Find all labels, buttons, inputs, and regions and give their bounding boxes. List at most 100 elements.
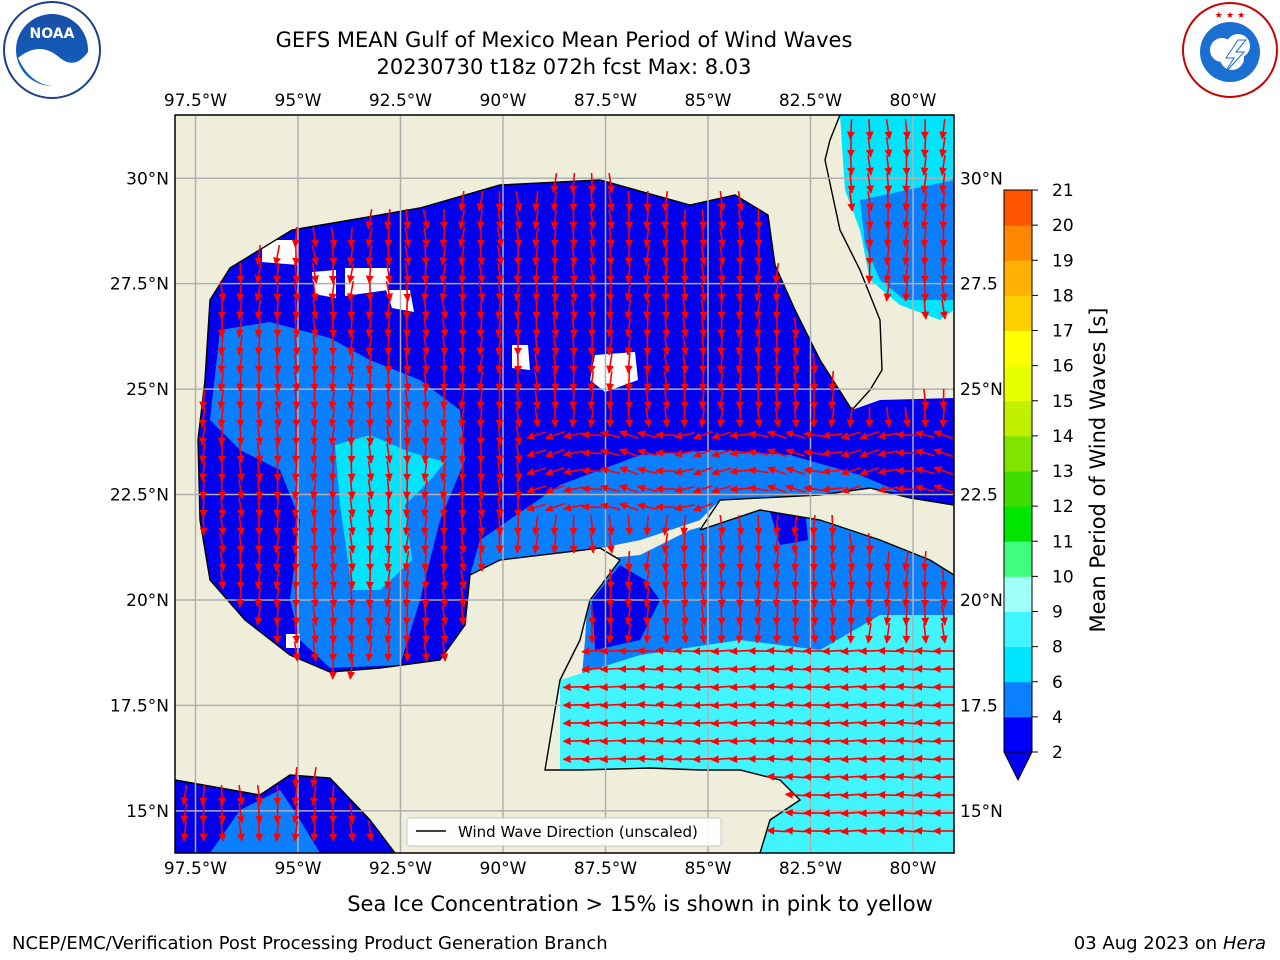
wind-wave-arrow bbox=[699, 244, 708, 266]
wind-wave-arrow bbox=[588, 190, 597, 212]
wind-wave-arrow bbox=[255, 442, 264, 464]
wind-wave-arrow bbox=[939, 208, 948, 230]
wind-wave-arrow bbox=[458, 352, 467, 374]
wind-wave-arrow bbox=[840, 449, 861, 458]
wind-wave-arrow bbox=[440, 352, 449, 374]
wind-wave-arrow bbox=[624, 334, 633, 356]
wind-wave-arrow bbox=[895, 484, 917, 493]
wind-wave-arrow bbox=[476, 334, 485, 356]
wind-wave-arrow bbox=[550, 514, 559, 536]
wind-wave-arrow bbox=[588, 172, 597, 194]
wind-wave-arrow bbox=[865, 532, 874, 554]
wind-wave-arrow bbox=[199, 406, 208, 428]
wind-wave-arrow bbox=[785, 430, 806, 439]
wind-wave-arrow bbox=[747, 448, 769, 457]
wind-wave-arrow bbox=[784, 790, 806, 799]
wind-wave-arrow bbox=[255, 784, 264, 806]
wind-wave-arrow bbox=[600, 448, 621, 457]
wind-wave-arrow bbox=[217, 352, 226, 374]
wind-wave-arrow bbox=[784, 700, 806, 709]
wind-wave-arrow bbox=[735, 622, 744, 644]
wind-wave-arrow bbox=[729, 665, 751, 674]
wind-wave-arrow bbox=[636, 646, 658, 655]
wind-wave-arrow bbox=[569, 334, 578, 356]
wind-wave-arrow bbox=[291, 550, 300, 572]
wind-wave-arrow bbox=[440, 298, 449, 320]
wind-wave-arrow bbox=[402, 550, 411, 572]
wind-wave-arrow bbox=[403, 316, 412, 338]
wind-wave-arrow bbox=[772, 532, 781, 554]
caribbean-low-period-area-east bbox=[770, 510, 808, 545]
wind-wave-arrow bbox=[840, 809, 862, 818]
wind-wave-arrow bbox=[754, 604, 763, 626]
wind-wave-arrow bbox=[551, 280, 560, 302]
wind-wave-arrow bbox=[496, 245, 504, 266]
wind-wave-arrow bbox=[699, 532, 708, 554]
x-tick-label-bottom: 95°W bbox=[275, 859, 322, 879]
wind-wave-arrow bbox=[624, 550, 633, 572]
y-tick-label-right: 15°N bbox=[960, 802, 1003, 822]
wind-wave-arrow bbox=[347, 460, 356, 482]
wind-wave-arrow bbox=[902, 568, 911, 590]
wind-wave-arrow bbox=[218, 280, 227, 302]
wind-wave-arrow bbox=[673, 700, 695, 709]
wind-wave-arrow bbox=[403, 280, 412, 302]
wind-wave-arrow bbox=[673, 664, 695, 673]
wind-wave-arrow bbox=[643, 280, 652, 302]
wind-wave-arrow bbox=[618, 466, 639, 476]
wind-wave-arrow bbox=[735, 604, 744, 626]
wind-wave-arrow bbox=[939, 244, 948, 266]
wind-wave-arrow bbox=[847, 172, 856, 194]
wind-wave-arrow bbox=[439, 424, 448, 446]
wind-wave-arrow bbox=[347, 622, 356, 644]
wind-wave-arrow bbox=[821, 809, 843, 818]
noaa-logo-icon: NOAA bbox=[3, 1, 101, 99]
wind-wave-arrow bbox=[217, 424, 226, 446]
wind-wave-arrow bbox=[347, 568, 356, 590]
wind-wave-arrow bbox=[218, 550, 227, 572]
wind-wave-arrow bbox=[254, 316, 263, 338]
wind-wave-arrow bbox=[914, 484, 935, 493]
wind-wave-arrow bbox=[458, 316, 467, 338]
wind-wave-arrow bbox=[939, 172, 948, 194]
wind-wave-arrow bbox=[784, 718, 806, 727]
wind-wave-arrow bbox=[606, 370, 615, 392]
wind-wave-arrow bbox=[754, 550, 763, 572]
wind-wave-arrow bbox=[526, 431, 547, 440]
wind-wave-arrow bbox=[661, 190, 670, 212]
wind-wave-arrow bbox=[199, 478, 208, 500]
wind-wave-arrow bbox=[421, 226, 430, 248]
wind-wave-arrow bbox=[532, 226, 541, 248]
wind-wave-arrow bbox=[255, 388, 264, 410]
wind-wave-arrow bbox=[292, 388, 301, 410]
wind-wave-arrow bbox=[766, 700, 788, 709]
wind-wave-arrow bbox=[458, 532, 467, 554]
wind-wave-arrow bbox=[236, 370, 245, 392]
wind-wave-arrow bbox=[421, 298, 430, 320]
wind-wave-arrow bbox=[735, 334, 744, 356]
wind-wave-arrow bbox=[347, 424, 356, 446]
wind-wave-arrow bbox=[551, 316, 560, 338]
wind-wave-arrow bbox=[310, 334, 319, 356]
y-tick-label-right: 27.5 bbox=[960, 275, 998, 295]
sea-ice-note: Sea Ice Concentration > 15% is shown in … bbox=[347, 892, 933, 916]
wind-wave-arrow bbox=[366, 424, 375, 446]
wind-wave-arrow bbox=[773, 370, 782, 392]
wind-wave-arrow bbox=[273, 352, 282, 374]
machine-name: Hera bbox=[1222, 933, 1266, 954]
wind-wave-arrow bbox=[673, 682, 695, 691]
wind-wave-arrow bbox=[476, 388, 485, 410]
gulf-mid-period-area bbox=[470, 450, 900, 575]
wind-wave-arrow bbox=[236, 442, 245, 464]
noaa-logo-text: NOAA bbox=[30, 26, 75, 42]
wind-wave-arrow bbox=[365, 209, 374, 230]
wind-wave-arrow bbox=[255, 820, 264, 842]
wind-wave-arrow bbox=[347, 658, 356, 680]
wind-wave-arrow bbox=[347, 640, 356, 662]
wind-wave-arrow bbox=[710, 665, 732, 674]
wind-wave-arrow bbox=[255, 478, 264, 500]
wind-wave-arrow bbox=[218, 820, 227, 842]
wind-wave-arrow bbox=[914, 718, 936, 727]
wind-wave-arrow bbox=[699, 604, 708, 626]
wind-wave-arrow bbox=[328, 658, 337, 680]
